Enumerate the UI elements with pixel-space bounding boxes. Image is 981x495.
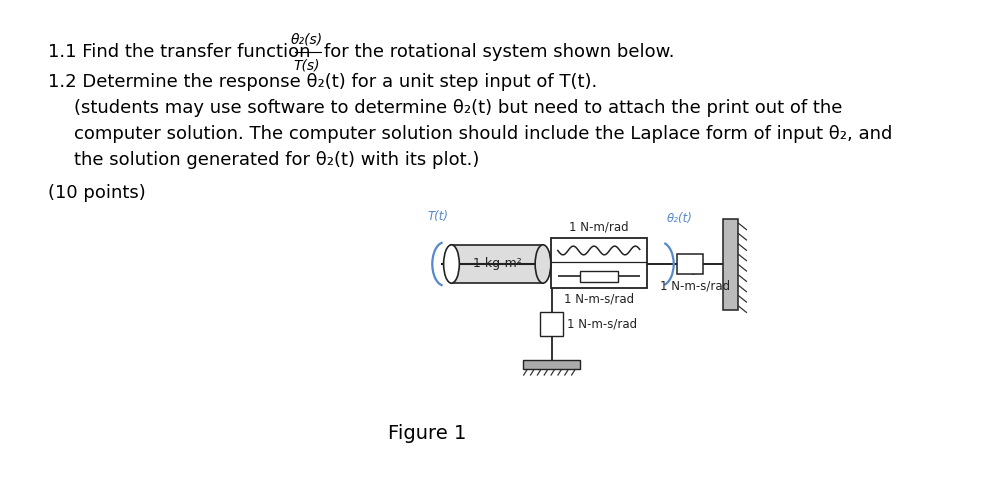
Bar: [550, 238, 646, 289]
Text: 1.1 Find the transfer function: 1.1 Find the transfer function: [48, 43, 310, 61]
Text: (students may use software to determine θ₂(t) but need to attach the print out o: (students may use software to determine …: [75, 99, 843, 117]
Bar: [580, 271, 618, 282]
Bar: [677, 253, 703, 274]
Text: θ₂(t): θ₂(t): [667, 212, 693, 225]
Bar: [541, 312, 563, 336]
Text: the solution generated for θ₂(t) with its plot.): the solution generated for θ₂(t) with it…: [75, 151, 480, 169]
Bar: [524, 360, 580, 369]
Text: 1 N-m-s/rad: 1 N-m-s/rad: [659, 280, 730, 293]
Text: T(t): T(t): [427, 210, 448, 223]
Text: Figure 1: Figure 1: [387, 424, 466, 444]
Text: for the rotational system shown below.: for the rotational system shown below.: [324, 43, 675, 61]
Text: θ₂(s): θ₂(s): [290, 32, 323, 46]
Text: computer solution. The computer solution should include the Laplace form of inpu: computer solution. The computer solution…: [75, 125, 893, 143]
Bar: [451, 245, 542, 283]
Text: 1 N-m-s/rad: 1 N-m-s/rad: [564, 293, 634, 306]
Text: 1.2 Determine the response θ₂(t) for a unit step input of T(t).: 1.2 Determine the response θ₂(t) for a u…: [48, 73, 597, 91]
Text: 1 N-m-s/rad: 1 N-m-s/rad: [566, 318, 637, 331]
Bar: [723, 219, 739, 310]
Text: T(s): T(s): [293, 58, 320, 72]
Ellipse shape: [536, 245, 550, 283]
Ellipse shape: [443, 245, 459, 283]
Text: 1 kg-m²: 1 kg-m²: [473, 257, 522, 270]
Text: 1 N-m/rad: 1 N-m/rad: [569, 220, 629, 234]
Text: (10 points): (10 points): [48, 184, 146, 202]
